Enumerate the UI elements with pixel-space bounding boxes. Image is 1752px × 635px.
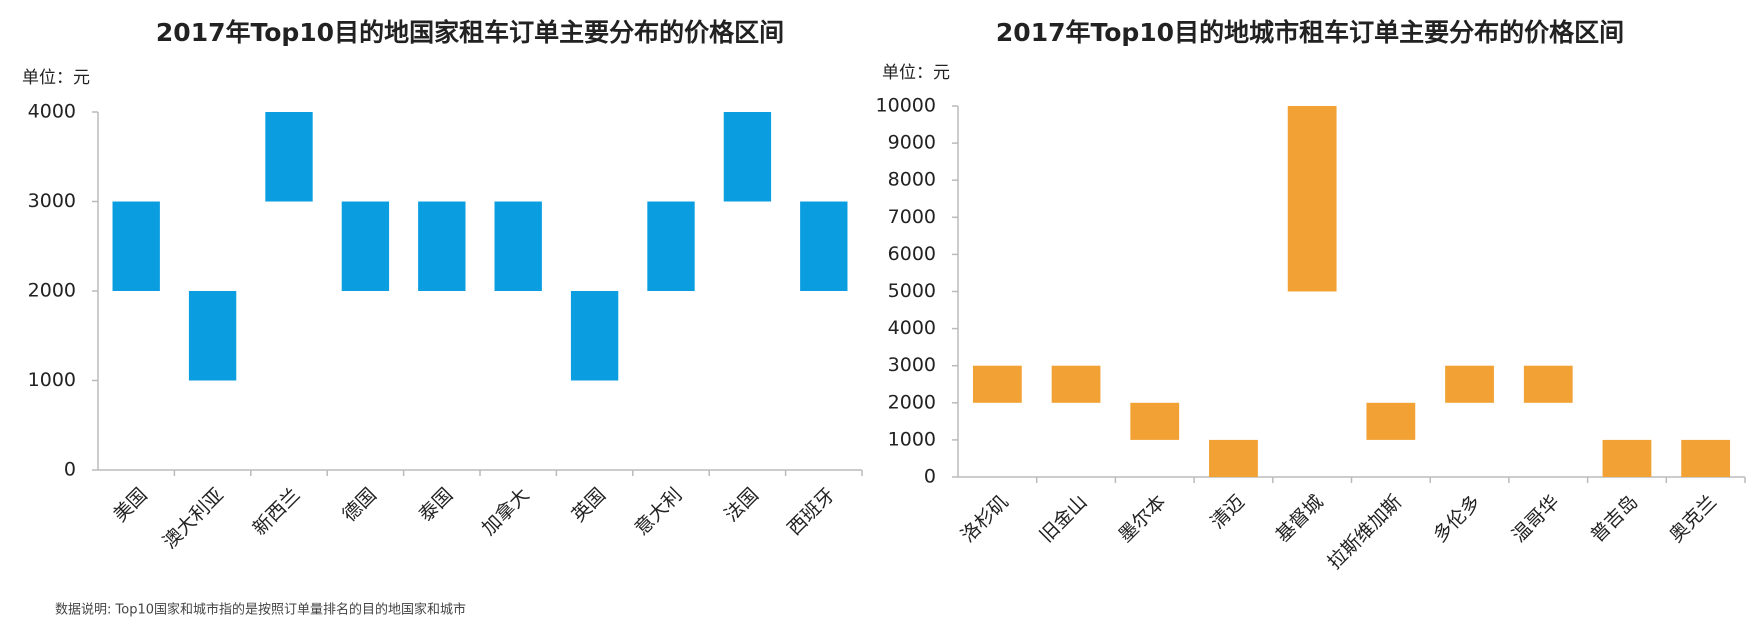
y-tick-label: 0: [924, 466, 936, 488]
chart-title: 2017年Top10目的地国家租车订单主要分布的价格区间: [156, 18, 784, 47]
range-bar: [265, 112, 313, 202]
x-tick-label: 意大利: [631, 484, 687, 540]
x-tick-label: 墨尔本: [1114, 491, 1170, 547]
range-bar: [723, 112, 772, 202]
chart-title: 2017年Top10目的地城市租车订单主要分布的价格区间: [996, 18, 1624, 47]
y-tick-label: 4000: [888, 317, 936, 339]
x-tick-label: 奥克兰: [1665, 491, 1721, 547]
x-tick-label: 英国: [568, 484, 610, 526]
range-bar: [188, 291, 237, 381]
x-tick-label: 加拿大: [477, 483, 534, 540]
x-tick-label: 澳大利亚: [159, 484, 228, 553]
y-tick-label: 3000: [28, 190, 76, 212]
range-bar: [1209, 439, 1258, 477]
range-bar: [1366, 402, 1416, 440]
range-bar: [1130, 402, 1180, 440]
y-tick-label: 0: [64, 459, 76, 481]
y-tick-label: 9000: [888, 132, 936, 154]
x-tick-label: 普吉岛: [1587, 491, 1643, 547]
range-bar: [1602, 439, 1652, 477]
y-tick-label: 5000: [888, 280, 936, 302]
x-tick-label: 旧金山: [1036, 491, 1092, 547]
range-bar: [112, 201, 160, 291]
range-bar: [972, 365, 1022, 403]
x-tick-label: 美国: [109, 484, 151, 526]
y-tick-label: 7000: [888, 206, 936, 228]
footnote: 数据说明: Top10国家和城市指的是按照订单量排名的目的地国家和城市: [55, 602, 466, 618]
x-tick-label: 洛杉矶: [957, 491, 1013, 547]
y-tick-label: 6000: [888, 243, 936, 265]
range-bar: [341, 201, 390, 291]
unit-label: 单位：元: [882, 63, 950, 83]
x-tick-label: 新西兰: [249, 484, 305, 540]
x-tick-label: 西班牙: [783, 484, 839, 540]
x-tick-label: 拉斯维加斯: [1324, 491, 1407, 574]
y-tick-label: 4000: [28, 101, 76, 123]
range-bar: [1051, 365, 1101, 403]
unit-label: 单位：元: [22, 68, 90, 88]
x-tick-label: 基督城: [1272, 491, 1328, 547]
range-bar: [647, 201, 695, 291]
y-tick-label: 2000: [888, 391, 936, 413]
range-bar: [800, 201, 848, 291]
y-tick-label: 8000: [888, 169, 936, 191]
y-tick-label: 2000: [28, 280, 76, 302]
range-bar: [1445, 365, 1494, 403]
range-bar: [1681, 439, 1731, 477]
range-bar: [494, 201, 542, 291]
range-bar: [1523, 365, 1573, 403]
y-tick-label: 1000: [888, 428, 936, 450]
x-tick-label: 清迈: [1206, 491, 1248, 533]
x-tick-label: 德国: [338, 484, 380, 526]
x-tick-label: 温哥华: [1508, 491, 1564, 547]
range-bar: [1287, 106, 1337, 292]
x-tick-label: 法国: [720, 484, 762, 526]
y-tick-label: 1000: [28, 369, 76, 391]
range-bar: [570, 291, 619, 381]
y-tick-label: 10000: [876, 95, 936, 117]
x-tick-label: 泰国: [415, 484, 457, 526]
x-tick-label: 多伦多: [1429, 491, 1485, 547]
y-tick-label: 3000: [888, 354, 936, 376]
range-bar: [418, 201, 466, 291]
